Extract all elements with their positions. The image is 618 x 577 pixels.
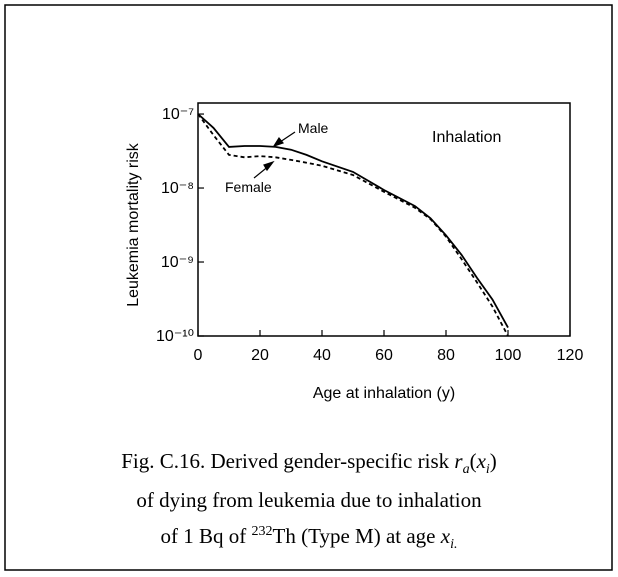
caption-text: r: [454, 449, 463, 473]
x-tick-label: 40: [313, 347, 331, 364]
caption-text: Th (Type M) at age: [272, 524, 441, 549]
x-tick-label: 60: [375, 347, 393, 364]
caption-text: i.: [450, 537, 458, 553]
x-tick-label: 80: [437, 347, 455, 364]
caption: Fig. C.16. Derived gender-specific risk …: [6, 446, 612, 560]
annotation: Male: [298, 120, 329, 136]
caption-text: 232: [251, 524, 273, 540]
caption-text: (: [469, 449, 477, 473]
y-tick-label: 10⁻⁹: [161, 254, 194, 271]
caption-line: Fig. C.16. Derived gender-specific risk …: [6, 446, 612, 485]
y-tick-label: 10⁻⁸: [161, 180, 194, 197]
x-tick-label: 100: [495, 347, 522, 364]
caption-text: ): [489, 449, 497, 473]
frame: [4, 4, 613, 571]
caption-text: Fig. C.16. Derived gender-specific risk: [121, 449, 455, 473]
caption-text: i: [485, 462, 490, 478]
annotation: Inhalation: [432, 129, 501, 146]
y-axis-label: Leukemia mortality risk: [125, 142, 142, 307]
annotation: Female: [225, 179, 272, 195]
y-tick-label: 10⁻¹⁰: [156, 328, 194, 345]
x-axis-label: Age at inhalation (y): [313, 385, 455, 402]
plot-box: [197, 102, 571, 337]
caption-text: a: [462, 462, 470, 478]
caption-line: of 1 Bq of 232Th (Type M) at age xi.: [6, 516, 612, 560]
arrows: [253, 131, 296, 179]
x-tick-label: 120: [557, 347, 584, 364]
line-series: [197, 113, 509, 329]
caption-text: x: [476, 449, 486, 473]
caption-text: x: [440, 524, 451, 549]
x-tick-label: 0: [194, 347, 203, 364]
caption-line: of dying from leukemia due to inhalation: [6, 485, 612, 516]
y-tick-label: 10⁻⁷: [162, 106, 194, 123]
line-series: [197, 113, 509, 337]
caption-text: of 1 Bq of: [160, 524, 252, 549]
caption-text: of dying from leukemia due to inhalation: [136, 488, 482, 513]
x-tick-label: 20: [251, 347, 269, 364]
